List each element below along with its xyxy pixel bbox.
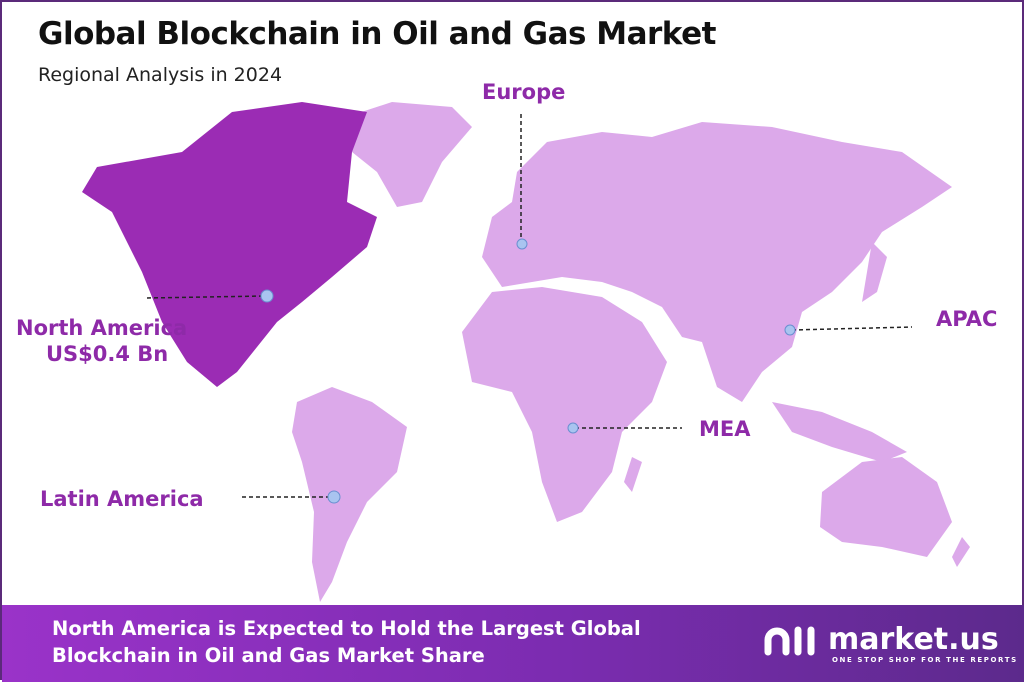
mea-marker xyxy=(567,422,579,434)
europe-asia xyxy=(482,122,952,402)
apac-marker xyxy=(784,324,796,336)
greenland xyxy=(337,102,472,207)
market-us-logo: market.us ONE STOP SHOP FOR THE REPORTS xyxy=(760,622,1016,664)
australia xyxy=(820,457,952,557)
europe-label: Europe xyxy=(482,80,566,104)
logo-wordmark: market.us xyxy=(828,622,999,657)
logo-tagline: ONE STOP SHOP FOR THE REPORTS xyxy=(832,656,1018,664)
latin-america-label: Latin America xyxy=(40,487,204,511)
southeast-asia-islands xyxy=(772,402,907,462)
page-subtitle: Regional Analysis in 2024 xyxy=(38,64,283,86)
banner-text: North America is Expected to Hold the La… xyxy=(52,617,641,667)
logo-icon xyxy=(764,626,815,656)
japan xyxy=(862,242,887,302)
north-america-marker xyxy=(260,289,274,303)
north-america xyxy=(82,102,377,387)
madagascar xyxy=(624,457,642,492)
region-name: North America xyxy=(16,316,188,340)
latin-america-marker xyxy=(327,490,341,504)
apac-label: APAC xyxy=(936,307,998,331)
region-value: US$0.4 Bn xyxy=(46,342,169,366)
page-title: Global Blockchain in Oil and Gas Market xyxy=(38,16,716,52)
south-america xyxy=(292,387,407,602)
new-zealand xyxy=(952,537,970,567)
europe-marker xyxy=(516,238,528,250)
africa xyxy=(462,287,667,522)
mea-label: MEA xyxy=(699,417,751,441)
footer-banner: North America is Expected to Hold the La… xyxy=(2,605,1024,682)
north-america-leader-line xyxy=(146,295,265,299)
apac-leader-line xyxy=(791,326,913,331)
north-america-label: North America US$0.4 Bn xyxy=(16,315,187,367)
